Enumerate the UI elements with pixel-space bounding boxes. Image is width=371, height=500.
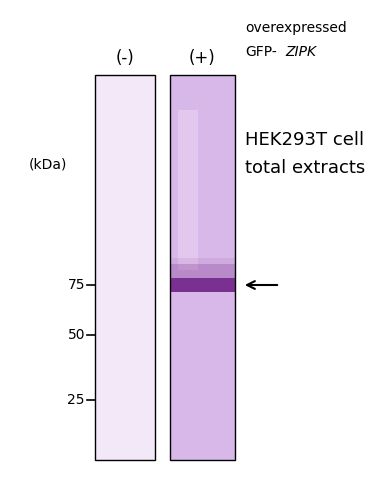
Bar: [95, 75, 155, 460]
Text: overexpressed: overexpressed: [245, 21, 347, 35]
Bar: [170, 75, 235, 460]
Bar: [170, 75, 235, 460]
Bar: [95, 75, 155, 460]
Text: GFP-: GFP-: [245, 45, 277, 59]
Text: (+): (+): [188, 49, 216, 67]
Bar: [170, 278, 235, 292]
Text: 50: 50: [68, 328, 85, 342]
Text: total extracts: total extracts: [245, 159, 365, 177]
Bar: [170, 264, 235, 278]
Bar: [178, 110, 198, 270]
Text: HEK293T cell: HEK293T cell: [245, 131, 364, 149]
Text: ZIPK: ZIPK: [285, 45, 316, 59]
Text: 75: 75: [68, 278, 85, 292]
Text: 25: 25: [68, 393, 85, 407]
Bar: [170, 258, 235, 278]
Text: (-): (-): [116, 49, 134, 67]
Text: (kDa): (kDa): [29, 158, 67, 172]
